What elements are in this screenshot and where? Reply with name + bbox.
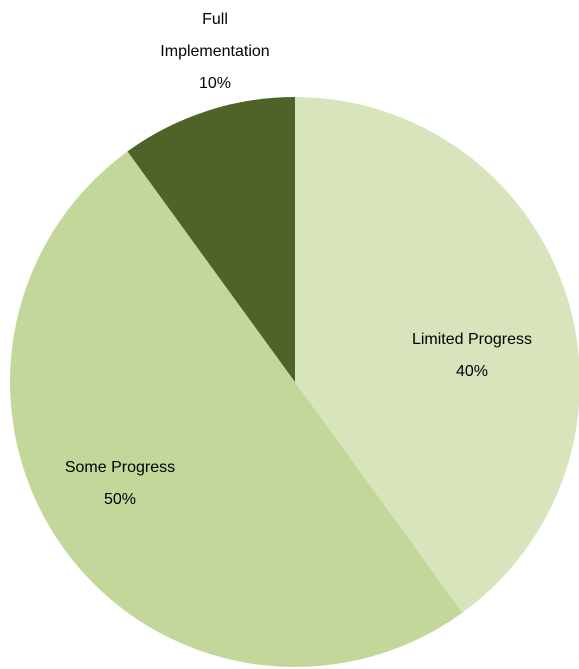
value-label: 50% [103, 491, 137, 508]
pie-slice [295, 97, 579, 613]
category-label: Full Implementation [160, 11, 270, 60]
value-label: 10% [198, 75, 232, 92]
slice-label: Full Implementation 10% [150, 4, 280, 100]
category-label: Limited Progress [411, 331, 533, 348]
category-label: Some Progress [64, 459, 176, 476]
pie-slice [10, 151, 463, 667]
pie-slice [127, 97, 295, 382]
slice-label: Limited Progress 40% [372, 324, 572, 388]
value-label: 40% [455, 363, 489, 380]
slice-label: Some Progress 50% [20, 452, 220, 516]
